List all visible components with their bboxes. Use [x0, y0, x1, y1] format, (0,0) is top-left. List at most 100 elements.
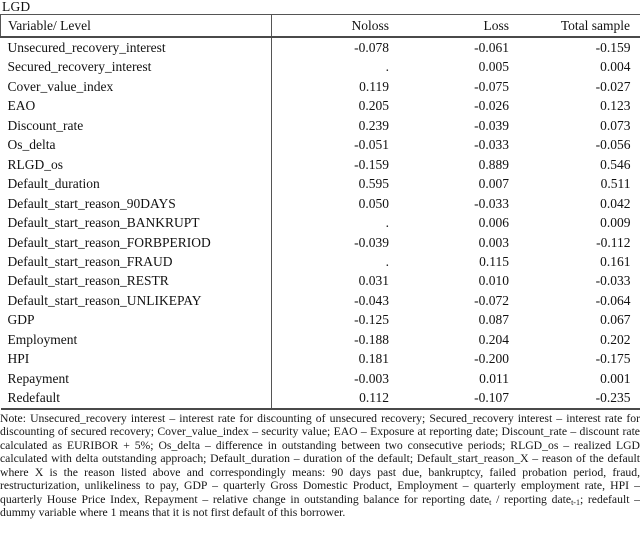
total-cell: -0.064 [595, 292, 631, 308]
noloss-cell: . [385, 59, 389, 75]
note-text: ; redefault – dummy variable where 1 mea… [0, 492, 640, 520]
variable-cell: RLGD_os [0, 154, 272, 175]
total-cell: -0.159 [595, 40, 631, 55]
table-row: Secured_recovery_interest. 0.005 0.004 [0, 57, 640, 77]
loss-cell: 0.087 [478, 312, 509, 328]
noloss-cell: 0.181 [358, 351, 389, 367]
table-row: Default_duration 0.595 0.007 0.511 [0, 174, 640, 194]
table-row: Repayment -0.003 0.011 0.001 [0, 368, 640, 389]
total-cell: 0.009 [600, 215, 631, 231]
variable-cell: Discount_rate [0, 115, 272, 136]
variable-cell: Cover_value_index [0, 76, 272, 97]
noloss-cell: -0.159 [354, 156, 389, 172]
total-cell: 0.546 [600, 156, 631, 172]
variable-cell: Default_duration [0, 174, 272, 194]
header-variable-level: Variable/ Level [0, 14, 272, 38]
table-row: Default_start_reason_BANKRUPT. 0.006 0.009 [0, 213, 640, 233]
variable-cell: Default_start_reason_RESTR [0, 271, 272, 291]
total-cell: 0.202 [600, 331, 631, 347]
noloss-cell: 0.112 [359, 390, 389, 406]
noloss-cell: -0.051 [354, 137, 389, 153]
variable-cell: Default_start_reason_BANKRUPT [0, 213, 272, 233]
table-row: Default_start_reason_FORBPERIOD -0.039 0.0… [0, 232, 640, 252]
total-cell: -0.175 [595, 351, 631, 367]
variable-cell: Redefault [0, 388, 272, 409]
noloss-cell: . [385, 253, 389, 269]
loss-cell: 0.204 [478, 331, 509, 347]
total-cell: -0.235 [595, 390, 631, 406]
note-subscript-t-minus-1: t-1 [571, 497, 580, 507]
noloss-cell: 0.595 [358, 176, 389, 192]
noloss-cell: 0.239 [358, 117, 389, 133]
table-note: Note: Unsecured_recovery interest – inte… [0, 412, 640, 520]
loss-cell: -0.072 [474, 292, 509, 308]
noloss-cell: . [385, 215, 389, 231]
variable-cell: Unsecured_recovery_interest [0, 37, 272, 58]
variable-cell: Default_start_reason_FORBPERIOD [0, 232, 272, 252]
total-cell: -0.027 [595, 78, 631, 94]
variable-cell: Default_start_reason_90DAYS [0, 193, 272, 214]
loss-cell: -0.200 [474, 351, 509, 367]
loss-cell: 0.115 [479, 253, 509, 269]
header-row: Variable/ Level Noloss Loss Total sample [0, 14, 640, 38]
header-loss: Loss [389, 14, 509, 38]
noloss-cell: 0.031 [358, 273, 389, 289]
table-row: HPI 0.181 -0.200 -0.175 [0, 349, 640, 369]
note-subscript-t: t [489, 497, 492, 507]
note-text: Note: Unsecured_recovery interest – inte… [0, 411, 640, 506]
table-row: Unsecured_recovery_interest -0.078 -0.061 -… [0, 37, 640, 58]
variable-cell: Secured_recovery_interest [0, 57, 272, 77]
loss-cell: -0.033 [474, 137, 509, 153]
noloss-cell: -0.188 [354, 331, 389, 347]
table-row: RLGD_os -0.159 0.889 0.546 [0, 154, 640, 175]
table-row: Default_start_reason_UNLIKEPAY -0.043 -0.0… [0, 290, 640, 311]
table-row: EAO 0.205 -0.026 0.123 [0, 96, 640, 116]
table-row: Default_start_reason_FRAUD. 0.115 0.161 [0, 251, 640, 272]
variable-cell: HPI [0, 349, 272, 369]
variable-cell: Default_start_reason_UNLIKEPAY [0, 290, 272, 311]
loss-cell: 0.010 [478, 273, 509, 289]
total-cell: 0.067 [600, 312, 631, 328]
table-row: Os_delta -0.051 -0.033 -0.056 [0, 135, 640, 155]
total-cell: 0.042 [600, 195, 631, 211]
header-total-sample: Total sample [509, 14, 640, 38]
table-row: Cover_value_index 0.119 -0.075 -0.027 [0, 76, 640, 97]
table-row: Default_start_reason_RESTR 0.031 0.010 -0.0… [0, 271, 640, 291]
noloss-cell: -0.125 [354, 312, 389, 328]
variable-cell: Default_start_reason_FRAUD [0, 251, 272, 272]
total-cell: 0.073 [600, 117, 631, 133]
header-noloss: Noloss [271, 14, 389, 38]
table-row: Employment -0.188 0.204 0.202 [0, 329, 640, 350]
total-cell: 0.001 [600, 370, 631, 386]
variable-cell: Repayment [0, 368, 272, 389]
variable-cell: EAO [0, 96, 272, 116]
total-cell: 0.511 [600, 176, 631, 192]
variable-cell: GDP [0, 310, 272, 330]
loss-cell: -0.061 [474, 40, 509, 55]
loss-cell: -0.039 [474, 117, 509, 133]
loss-cell: 0.006 [478, 215, 509, 231]
loss-cell: 0.005 [478, 59, 509, 75]
noloss-cell: 0.119 [359, 78, 389, 94]
table-row: Default_start_reason_90DAYS 0.050 -0.033 0.… [0, 193, 640, 214]
loss-cell: 0.007 [478, 176, 509, 192]
total-cell: 0.161 [600, 253, 631, 269]
noloss-cell: -0.003 [354, 370, 389, 386]
loss-cell: -0.075 [474, 78, 509, 94]
loss-cell: 0.003 [478, 234, 509, 250]
total-cell: 0.004 [600, 59, 631, 75]
loss-cell: 0.889 [478, 156, 509, 172]
noloss-cell: -0.078 [354, 40, 389, 55]
table-row: GDP -0.125 0.087 0.067 [0, 310, 640, 330]
noloss-cell: -0.039 [354, 234, 389, 250]
table-row: Redefault 0.112 -0.107 -0.235 [0, 388, 640, 409]
loss-cell: -0.033 [474, 195, 509, 211]
total-cell: 0.123 [600, 98, 631, 114]
loss-cell: 0.011 [479, 370, 509, 386]
noloss-cell: -0.043 [354, 292, 389, 308]
total-cell: -0.112 [596, 234, 631, 250]
lgd-correlation-table: Variable/ Level Noloss Loss Total sample… [0, 14, 640, 410]
table-title: LGD [2, 0, 31, 14]
variable-cell: Os_delta [0, 135, 272, 155]
